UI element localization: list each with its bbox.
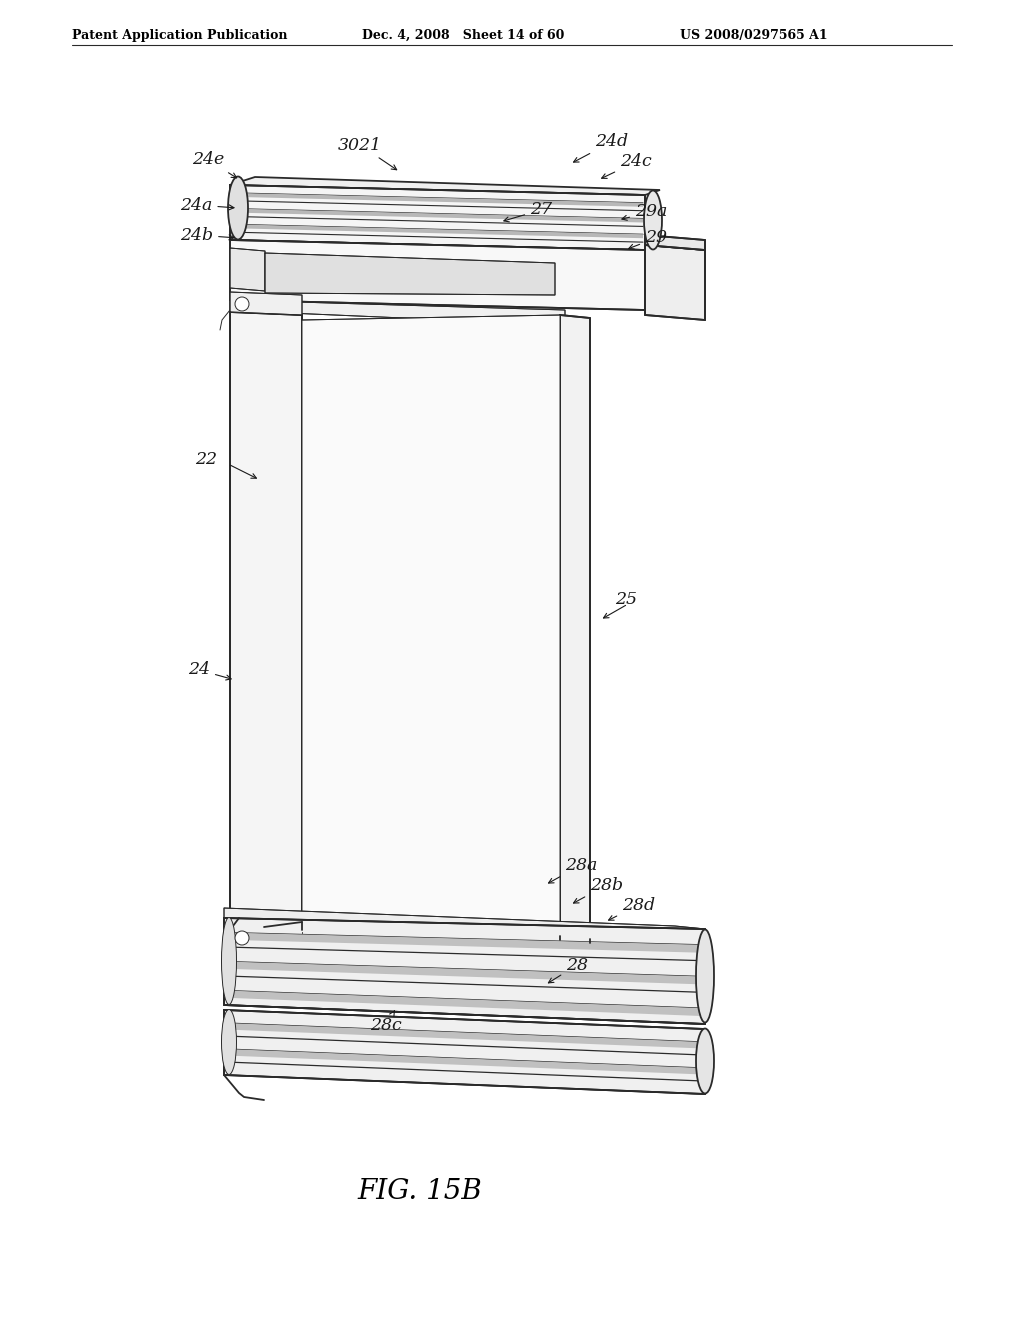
Text: US 2008/0297565 A1: US 2008/0297565 A1 (680, 29, 827, 41)
Text: 24: 24 (188, 661, 231, 680)
Polygon shape (230, 312, 302, 931)
Ellipse shape (644, 190, 662, 249)
Text: Patent Application Publication: Patent Application Publication (72, 29, 288, 41)
Polygon shape (230, 248, 265, 290)
Polygon shape (226, 1023, 703, 1048)
Polygon shape (224, 1010, 705, 1094)
Text: 27: 27 (504, 202, 552, 222)
Polygon shape (645, 235, 705, 249)
Ellipse shape (221, 917, 237, 1005)
Polygon shape (230, 240, 645, 310)
Text: 3021: 3021 (338, 136, 396, 170)
Text: 24c: 24c (602, 153, 651, 178)
Text: 24b: 24b (180, 227, 234, 243)
Text: 22: 22 (195, 451, 217, 469)
Text: 28: 28 (549, 957, 588, 983)
Text: FIG. 15B: FIG. 15B (357, 1177, 482, 1205)
Polygon shape (226, 1049, 703, 1074)
Polygon shape (302, 315, 560, 940)
Polygon shape (232, 209, 643, 223)
Polygon shape (230, 292, 302, 315)
Polygon shape (226, 932, 703, 953)
Polygon shape (226, 961, 703, 985)
Text: 24e: 24e (193, 152, 237, 178)
Polygon shape (645, 246, 705, 319)
Polygon shape (230, 185, 645, 249)
Polygon shape (224, 908, 705, 939)
Ellipse shape (221, 1010, 237, 1074)
Polygon shape (230, 177, 660, 195)
Text: 28c: 28c (370, 1011, 401, 1034)
Text: 24d: 24d (573, 133, 628, 162)
Text: 28a: 28a (549, 857, 597, 883)
Polygon shape (232, 193, 643, 207)
Text: 24a: 24a (180, 197, 234, 214)
Circle shape (234, 297, 249, 312)
Text: 28d: 28d (608, 896, 655, 920)
Polygon shape (232, 224, 643, 238)
Polygon shape (265, 253, 555, 294)
Text: Dec. 4, 2008   Sheet 14 of 60: Dec. 4, 2008 Sheet 14 of 60 (362, 29, 564, 41)
Polygon shape (560, 315, 590, 942)
Polygon shape (230, 300, 565, 325)
Text: 29a: 29a (622, 203, 668, 220)
Ellipse shape (696, 929, 714, 1023)
Text: 28b: 28b (573, 876, 624, 903)
Polygon shape (226, 990, 703, 1016)
Polygon shape (224, 917, 705, 1024)
Circle shape (234, 931, 249, 945)
Text: 29: 29 (629, 230, 667, 249)
Text: 25: 25 (615, 591, 637, 609)
Ellipse shape (228, 177, 248, 239)
Ellipse shape (696, 1028, 714, 1093)
